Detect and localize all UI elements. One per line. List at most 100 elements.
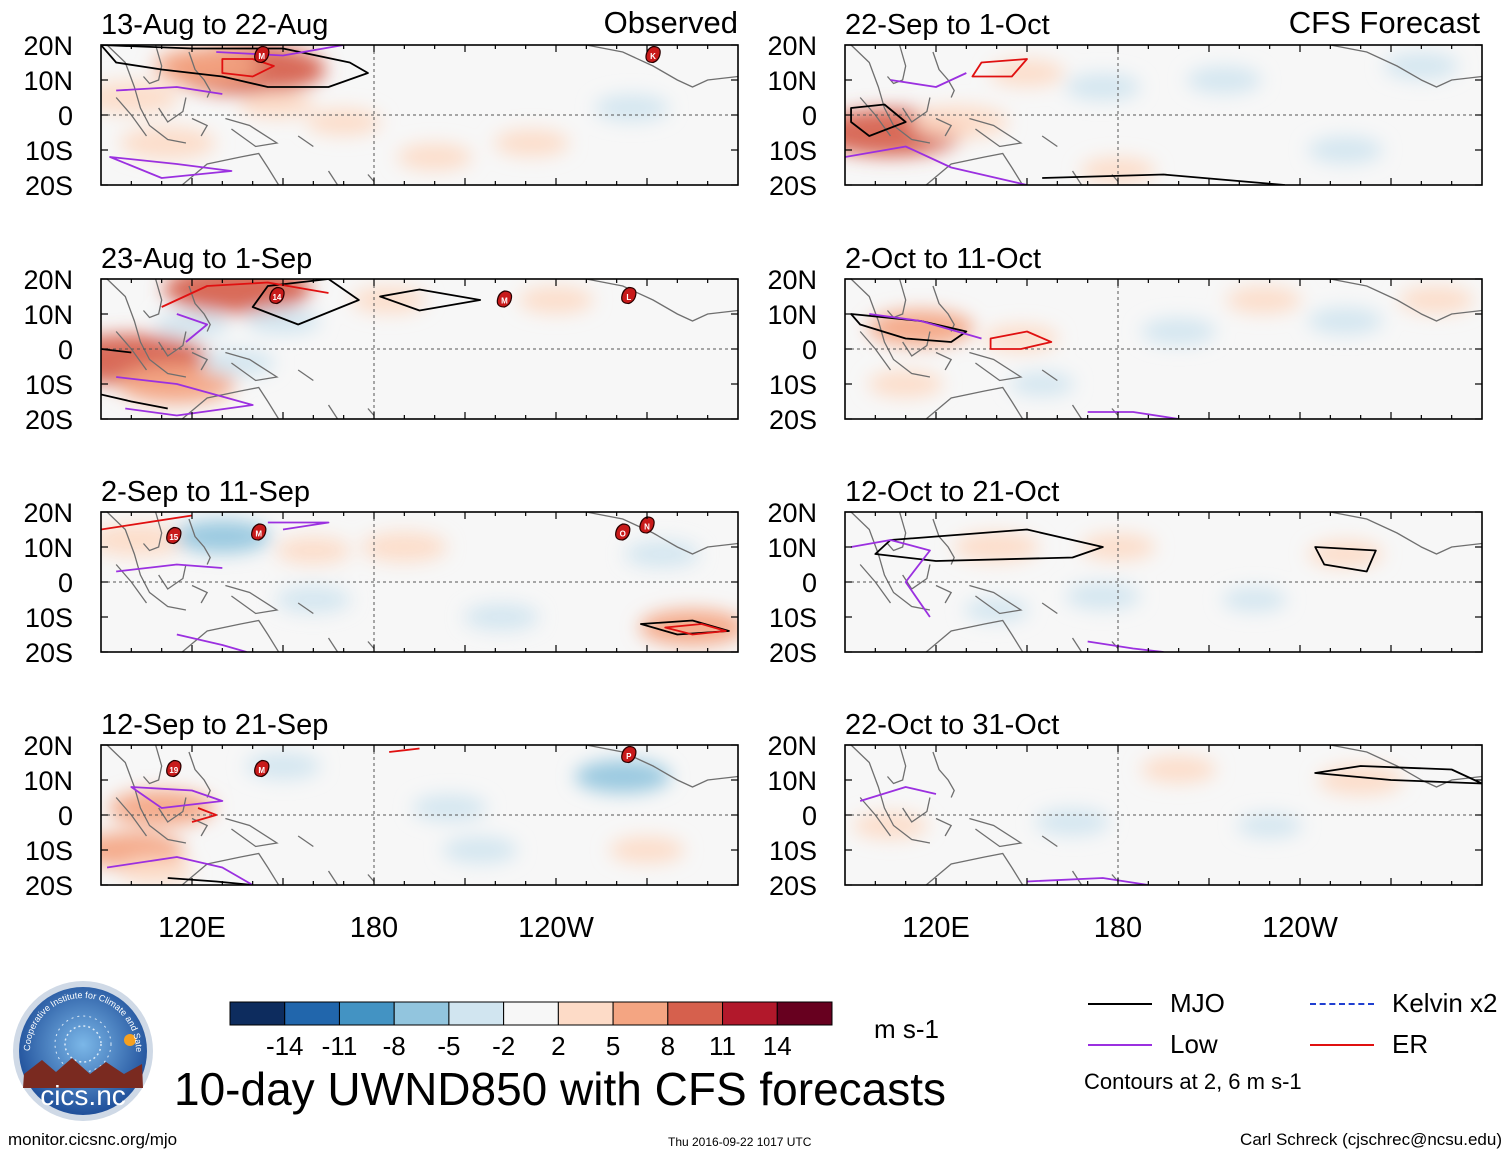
coastline-segment xyxy=(586,512,738,555)
anomaly-blob xyxy=(154,311,230,338)
lat-tick-label: 0 xyxy=(802,568,817,598)
storm-marker: 14 xyxy=(269,286,285,305)
coastline-segment xyxy=(935,584,953,604)
anomaly-blob xyxy=(412,794,488,822)
lat-tick-label: 10S xyxy=(25,603,73,633)
tick-marks xyxy=(845,44,1482,186)
lat-tick-label: 20S xyxy=(25,638,73,668)
coastline-segment xyxy=(327,404,339,419)
colorbar-tick-label: 5 xyxy=(606,1031,620,1061)
coastline-segment xyxy=(297,369,314,382)
colorbar-swatch xyxy=(557,1001,614,1026)
lat-tick-label: 0 xyxy=(58,568,73,598)
anomaly-blob xyxy=(306,108,382,136)
coastline-segment xyxy=(886,45,907,85)
colorbar-units: m s-1 xyxy=(874,1014,939,1044)
contour-mjo xyxy=(379,288,482,312)
anomaly-blob xyxy=(119,126,216,160)
legend-er-label: ER xyxy=(1392,1029,1429,1059)
anomaly-blob xyxy=(624,540,700,568)
storm-icon xyxy=(496,290,513,308)
coastline-segment xyxy=(586,279,738,322)
column-header-forecast: CFS Forecast xyxy=(1288,5,1480,40)
anomaly-blob xyxy=(574,760,671,793)
site-url[interactable]: monitor.cicsnc.org/mjo xyxy=(8,1130,178,1149)
lat-tick-label: 20N xyxy=(767,31,817,61)
lat-tick-label: 10S xyxy=(769,370,817,400)
storm-marker: O xyxy=(615,523,631,541)
coastline-segment xyxy=(188,285,211,332)
colorbar-swatch xyxy=(393,1001,450,1026)
panel-label: 22-Sep to 1-Oct xyxy=(845,9,1050,41)
storm-label: 15 xyxy=(169,533,178,542)
coastline-segment xyxy=(106,512,187,611)
coastline-segment xyxy=(142,512,163,552)
coastline-segment xyxy=(1071,870,1083,885)
lon-tick-label: 180 xyxy=(1094,912,1142,944)
storm-label: M xyxy=(258,52,265,61)
coastline-segment xyxy=(935,351,953,371)
lon-tick-label: 120W xyxy=(1262,912,1338,944)
panel-label: 23-Aug to 1-Sep xyxy=(101,243,312,275)
anomaly-blob xyxy=(1398,286,1475,314)
storm-icon xyxy=(269,286,285,305)
contour-low xyxy=(176,633,247,652)
colorbar: -14 -11 -8 -5 -2 2 5 8 11 14 xyxy=(229,1001,833,1061)
storm-label: O xyxy=(620,530,626,539)
contour-low xyxy=(890,72,967,88)
storm-icon xyxy=(621,745,637,764)
lat-tick-label: 10N xyxy=(23,66,73,96)
anomaly-blob xyxy=(275,537,351,564)
storm-marker: M xyxy=(254,759,270,778)
coastline-segment xyxy=(586,45,738,88)
contour-er xyxy=(161,281,329,308)
anomaly-blob xyxy=(639,609,738,646)
colorbar-tick-label: 2 xyxy=(551,1031,565,1061)
anomaly-blob xyxy=(101,523,186,557)
lat-tick-label: 0 xyxy=(802,335,817,365)
coastline-segment xyxy=(969,817,1023,848)
anomaly-blob xyxy=(1034,808,1111,836)
lat-tick-label: 20N xyxy=(767,498,817,528)
coastline-segment xyxy=(1071,170,1083,185)
tick-marks xyxy=(101,511,738,653)
anomaly-blob xyxy=(1141,318,1217,345)
coastline-segment xyxy=(181,619,280,652)
storm-label: P xyxy=(626,752,632,761)
storm-marker: N xyxy=(639,516,655,534)
coastline-segment xyxy=(367,408,375,416)
panel-label: 12-Sep to 21-Sep xyxy=(101,709,328,741)
coastline-segment xyxy=(935,117,953,137)
coastline-segment xyxy=(850,279,931,378)
coastline-segment xyxy=(225,817,279,848)
anomaly-blob xyxy=(463,603,539,631)
contour-er xyxy=(971,58,1028,78)
tick-marks xyxy=(845,511,1482,653)
panel-obs-1: M K 13-Aug to 22-Aug 20N 10N 0 10S 20S xyxy=(23,9,739,201)
contour-low xyxy=(267,521,330,531)
panel-label: 2-Oct to 11-Oct xyxy=(845,243,1041,275)
anomaly-blob xyxy=(1065,73,1141,101)
coastline-segment xyxy=(1330,745,1482,788)
coastline-segment xyxy=(297,835,314,848)
colorbar-tick-label: 11 xyxy=(709,1031,736,1061)
anomaly-blob xyxy=(1009,372,1075,396)
coastline-segment xyxy=(850,745,931,844)
tick-marks xyxy=(101,278,738,420)
panel-obs-2: 14 M L 23-Aug to 1-Sep 20N 10N 0 10S 20S xyxy=(23,243,739,435)
storm-marker: 19 xyxy=(166,759,182,778)
lat-tick-label: 20N xyxy=(23,498,73,528)
coastline-segment xyxy=(1071,404,1083,419)
anomaly-blob xyxy=(163,279,312,314)
lat-tick-label: 10S xyxy=(25,136,73,166)
tick-marks xyxy=(101,744,738,886)
anomaly-blob xyxy=(1317,765,1404,795)
storm-label: N xyxy=(644,523,650,532)
coastline-segment xyxy=(1330,279,1482,322)
coastline-segment xyxy=(925,619,1024,652)
storm-label: 14 xyxy=(272,293,281,302)
lat-tick-label: 0 xyxy=(802,801,817,831)
panel-label: 2-Sep to 11-Sep xyxy=(101,476,310,508)
colorbar-tick-label: 14 xyxy=(763,1031,792,1061)
panel-label: 22-Oct to 31-Oct xyxy=(845,709,1059,741)
